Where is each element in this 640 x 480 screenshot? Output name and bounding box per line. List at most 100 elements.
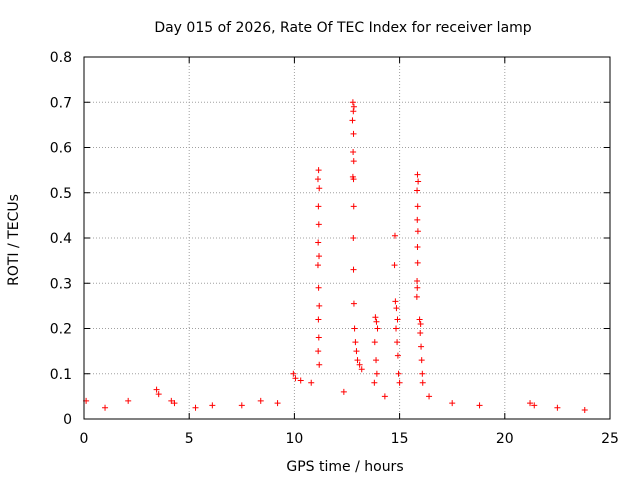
data-point: [350, 235, 357, 241]
data-point: [414, 187, 421, 194]
data-point: [373, 357, 380, 364]
data-point: [414, 171, 421, 178]
data-point: [554, 404, 561, 411]
data-point: [531, 402, 538, 409]
x-tick-label: 0: [80, 431, 89, 447]
data-point: [350, 176, 357, 183]
data-point: [414, 216, 421, 223]
data-point: [350, 266, 357, 273]
data-point: [393, 305, 400, 312]
data-point: [315, 203, 322, 210]
data-point: [350, 103, 357, 110]
data-point: [315, 221, 322, 228]
data-point: [102, 404, 109, 411]
data-point: [476, 402, 483, 409]
data-point: [316, 185, 323, 192]
data-point: [308, 379, 315, 386]
chart-title: Day 015 of 2026, Rate Of TEC Index for r…: [154, 20, 531, 36]
data-point: [314, 262, 321, 269]
data-point: [209, 402, 216, 409]
data-point: [414, 259, 421, 266]
data-point: [352, 339, 359, 346]
data-points: [83, 99, 588, 413]
x-tick-label: 20: [496, 431, 514, 447]
data-point: [418, 343, 425, 350]
data-point: [125, 397, 132, 404]
data-point: [192, 404, 199, 411]
data-point: [414, 228, 421, 235]
data-point: [356, 361, 363, 368]
x-tick-label: 25: [601, 431, 619, 447]
data-point: [394, 316, 401, 323]
data-point: [274, 400, 281, 407]
data-point: [290, 370, 297, 377]
grid-lines: [84, 57, 610, 419]
y-tick-label: 0.5: [50, 186, 72, 202]
y-tick-label: 0: [63, 412, 72, 428]
data-point: [315, 334, 322, 341]
data-point: [374, 325, 381, 332]
data-point: [349, 117, 356, 124]
data-point: [350, 203, 357, 210]
data-point: [527, 400, 534, 407]
axis-ticks: 0 5 10 15 20 25 0 0.1 0.2 0.3 0.4 0.5 0.6 0.7 0.8: [50, 50, 619, 447]
data-point: [153, 386, 160, 393]
y-tick-label: 0.3: [50, 276, 72, 292]
data-point: [353, 348, 360, 355]
x-axis-label: GPS time / hours: [286, 459, 403, 475]
data-point: [391, 262, 398, 269]
data-point: [414, 284, 421, 291]
y-axis-label: ROTI / TECUs: [6, 194, 22, 286]
data-point: [350, 300, 357, 307]
y-tick-label: 0.4: [50, 231, 72, 247]
data-point: [413, 293, 420, 300]
data-point: [316, 302, 323, 309]
data-point: [351, 325, 358, 332]
data-point: [354, 357, 361, 364]
y-tick-label: 0.1: [50, 367, 72, 383]
data-point: [155, 391, 162, 398]
x-tick-label: 15: [391, 431, 409, 447]
data-point: [396, 379, 403, 386]
data-point: [414, 244, 421, 251]
data-point: [371, 379, 378, 386]
data-point: [416, 316, 423, 323]
data-point: [393, 325, 400, 332]
data-point: [350, 149, 357, 156]
data-point: [372, 314, 379, 321]
data-point: [414, 203, 421, 210]
data-point: [315, 167, 322, 174]
x-tick-label: 5: [185, 431, 194, 447]
data-point: [417, 320, 424, 327]
x-tick-label: 10: [285, 431, 303, 447]
data-point: [414, 277, 421, 284]
data-point: [171, 400, 178, 407]
data-point: [373, 318, 380, 325]
data-point: [419, 379, 426, 386]
data-point: [415, 178, 422, 185]
data-point: [316, 361, 323, 368]
data-point: [350, 158, 357, 165]
data-point: [395, 370, 402, 377]
data-point: [314, 176, 321, 183]
data-point: [315, 348, 322, 355]
data-point: [315, 239, 322, 246]
data-point: [168, 397, 175, 404]
data-point: [581, 406, 588, 413]
y-tick-label: 0.2: [50, 322, 72, 338]
data-point: [373, 370, 380, 377]
data-point: [315, 284, 322, 291]
y-tick-label: 0.8: [50, 50, 72, 66]
data-point: [292, 375, 299, 382]
data-point: [315, 316, 322, 323]
data-point: [449, 400, 456, 407]
data-point: [350, 108, 357, 115]
data-point: [349, 99, 356, 106]
y-tick-label: 0.7: [50, 95, 72, 111]
data-point: [381, 393, 388, 400]
data-point: [417, 330, 424, 337]
data-point: [238, 402, 245, 409]
data-point: [419, 370, 426, 377]
y-tick-label: 0.6: [50, 141, 72, 157]
